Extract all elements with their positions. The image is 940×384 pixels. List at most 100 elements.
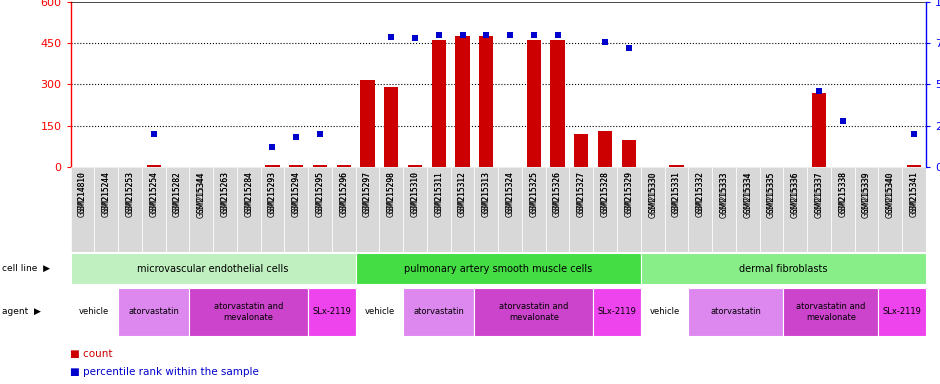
Bar xyxy=(526,40,540,167)
Bar xyxy=(907,165,921,167)
Text: GSM215344: GSM215344 xyxy=(196,171,206,213)
Text: microvascular endothelial cells: microvascular endothelial cells xyxy=(137,264,289,274)
Bar xyxy=(736,167,760,252)
Bar xyxy=(403,288,475,336)
Bar xyxy=(812,93,826,167)
Bar xyxy=(479,36,494,167)
Text: GSM215297: GSM215297 xyxy=(363,171,372,217)
Bar xyxy=(760,167,783,252)
Text: GSM215294: GSM215294 xyxy=(291,171,301,217)
Text: GSM215339: GSM215339 xyxy=(862,171,871,213)
Text: GSM215325: GSM215325 xyxy=(529,171,539,217)
Text: ■ percentile rank within the sample: ■ percentile rank within the sample xyxy=(70,367,259,377)
Bar xyxy=(593,288,641,336)
Bar xyxy=(355,253,641,284)
Bar xyxy=(380,167,403,252)
Bar xyxy=(70,288,118,336)
Bar xyxy=(621,139,636,167)
Text: pulmonary artery smooth muscle cells: pulmonary artery smooth muscle cells xyxy=(404,264,592,274)
Text: GSM215253: GSM215253 xyxy=(125,171,134,213)
Bar xyxy=(807,167,831,252)
Bar xyxy=(237,167,260,252)
Text: GSM215284: GSM215284 xyxy=(244,171,253,217)
Text: GSM215254: GSM215254 xyxy=(149,171,158,213)
Text: GSM215329: GSM215329 xyxy=(624,171,634,217)
Bar xyxy=(641,167,665,252)
Bar xyxy=(308,288,355,336)
Text: GSM215328: GSM215328 xyxy=(601,171,610,217)
Text: GSM215335: GSM215335 xyxy=(767,171,776,217)
Text: atorvastatin: atorvastatin xyxy=(711,308,761,316)
Text: GSM215293: GSM215293 xyxy=(268,171,277,213)
Text: GSM215282: GSM215282 xyxy=(173,171,182,217)
Text: GSM215312: GSM215312 xyxy=(458,171,467,213)
Text: GSM215297: GSM215297 xyxy=(363,171,372,213)
Text: GSM215253: GSM215253 xyxy=(125,171,134,217)
Text: GSM215263: GSM215263 xyxy=(221,171,229,213)
Bar xyxy=(332,167,355,252)
Text: GSM215324: GSM215324 xyxy=(506,171,514,217)
Bar xyxy=(308,167,332,252)
Text: vehicle: vehicle xyxy=(650,308,680,316)
Text: GSM215254: GSM215254 xyxy=(149,171,158,217)
Bar xyxy=(669,165,683,167)
Bar xyxy=(260,167,284,252)
Text: GSM214810: GSM214810 xyxy=(78,171,86,217)
Bar xyxy=(337,165,351,167)
Bar xyxy=(290,165,304,167)
Bar xyxy=(403,167,427,252)
Text: atorvastatin and
mevalonate: atorvastatin and mevalonate xyxy=(796,302,866,322)
Text: GSM215341: GSM215341 xyxy=(910,171,918,217)
Bar xyxy=(475,288,593,336)
Bar xyxy=(70,253,355,284)
Text: GSM215325: GSM215325 xyxy=(529,171,539,213)
Bar xyxy=(641,253,926,284)
Bar xyxy=(831,167,854,252)
Text: GSM215326: GSM215326 xyxy=(553,171,562,217)
Text: GSM215330: GSM215330 xyxy=(649,171,657,217)
Text: SLx-2119: SLx-2119 xyxy=(598,308,636,316)
Text: GSM215333: GSM215333 xyxy=(719,171,728,217)
Bar xyxy=(360,80,375,167)
Text: GSM215312: GSM215312 xyxy=(458,171,467,217)
Text: GSM215336: GSM215336 xyxy=(791,171,800,217)
Bar xyxy=(355,288,403,336)
Bar xyxy=(384,87,399,167)
Bar xyxy=(475,167,498,252)
Bar xyxy=(118,288,189,336)
Text: SLx-2119: SLx-2119 xyxy=(312,308,352,316)
Bar xyxy=(522,167,546,252)
Text: GSM215336: GSM215336 xyxy=(791,171,800,213)
Text: GSM215338: GSM215338 xyxy=(838,171,847,213)
Bar xyxy=(641,288,688,336)
Text: GSM215311: GSM215311 xyxy=(434,171,444,217)
Text: GSM214810: GSM214810 xyxy=(78,171,86,213)
Text: GSM215311: GSM215311 xyxy=(434,171,444,213)
Bar xyxy=(94,167,118,252)
Bar xyxy=(593,167,617,252)
Bar xyxy=(546,167,570,252)
Text: GSM215339: GSM215339 xyxy=(862,171,871,217)
Bar xyxy=(70,167,94,252)
Bar xyxy=(854,167,878,252)
Text: atorvastatin: atorvastatin xyxy=(414,308,464,316)
Text: GSM215335: GSM215335 xyxy=(767,171,776,213)
Bar xyxy=(783,288,878,336)
Bar xyxy=(355,167,380,252)
Text: GSM215298: GSM215298 xyxy=(386,171,396,217)
Text: dermal fibroblasts: dermal fibroblasts xyxy=(739,264,827,274)
Bar xyxy=(598,131,612,167)
Bar xyxy=(902,167,926,252)
Bar xyxy=(551,40,565,167)
Bar xyxy=(498,167,522,252)
Bar xyxy=(431,40,446,167)
Bar xyxy=(713,167,736,252)
Text: agent  ▶: agent ▶ xyxy=(2,308,40,316)
Bar xyxy=(213,167,237,252)
Bar xyxy=(455,36,470,167)
Bar xyxy=(165,167,189,252)
Bar xyxy=(408,165,422,167)
Text: GSM215334: GSM215334 xyxy=(744,171,752,217)
Text: GSM215324: GSM215324 xyxy=(506,171,514,213)
Text: GSM215284: GSM215284 xyxy=(244,171,253,213)
